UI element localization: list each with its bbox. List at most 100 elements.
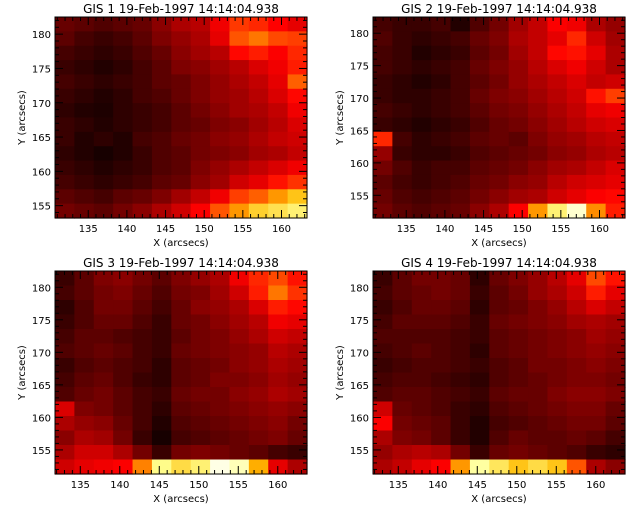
heatmap-cell bbox=[248, 430, 269, 446]
heatmap-cell bbox=[93, 285, 114, 301]
heatmap-cell bbox=[586, 103, 607, 119]
x-tick-label: 160 bbox=[268, 480, 287, 491]
heatmap-cell bbox=[411, 103, 432, 119]
y-axis-label: Y (arcsecs) bbox=[335, 345, 346, 401]
heatmap-cell bbox=[113, 358, 134, 374]
heatmap-cell bbox=[605, 416, 626, 432]
heatmap-cells bbox=[373, 271, 626, 475]
heatmap-cell bbox=[229, 74, 250, 90]
heatmap-cell bbox=[508, 189, 529, 205]
heatmap-cell bbox=[411, 45, 432, 61]
heatmap-cell bbox=[248, 103, 269, 119]
y-tick-label: 155 bbox=[350, 446, 369, 457]
heatmap-cell bbox=[450, 160, 471, 176]
y-tick-label: 165 bbox=[32, 133, 51, 144]
heatmap-cell bbox=[74, 430, 95, 446]
heatmap-cell bbox=[248, 271, 269, 287]
heatmap-cell bbox=[392, 314, 413, 330]
heatmap-cell bbox=[113, 271, 134, 287]
heatmap-cell bbox=[489, 358, 510, 374]
heatmap-cell bbox=[210, 314, 231, 330]
heatmap-cell bbox=[113, 74, 134, 90]
heatmap-cell bbox=[547, 160, 568, 176]
heatmap-cell bbox=[132, 117, 153, 133]
heatmap-cell bbox=[450, 174, 471, 190]
heatmap-cell bbox=[547, 314, 568, 330]
heatmap-cell bbox=[93, 174, 114, 190]
heatmap-cell bbox=[210, 430, 231, 446]
heatmap-cell bbox=[210, 45, 231, 61]
heatmap-cell bbox=[586, 343, 607, 359]
heatmap-cell bbox=[55, 45, 75, 61]
heatmap-cell bbox=[190, 103, 211, 119]
heatmap-cell bbox=[411, 300, 432, 316]
x-tick-label: 155 bbox=[233, 224, 252, 235]
heatmap-cell bbox=[508, 203, 529, 219]
heatmap-cell bbox=[268, 416, 289, 432]
heatmap-cell bbox=[373, 372, 393, 388]
heatmap-cell bbox=[190, 174, 211, 190]
heatmap-cell bbox=[229, 160, 250, 176]
x-axis-label: X (arcsecs) bbox=[153, 494, 209, 505]
heatmap-cell bbox=[190, 445, 211, 461]
heatmap-cell bbox=[171, 203, 192, 219]
heatmap-cell bbox=[411, 203, 432, 219]
heatmap-cell bbox=[373, 17, 393, 32]
heatmap-cell bbox=[74, 88, 95, 104]
heatmap-cell bbox=[210, 387, 231, 403]
heatmap-cell bbox=[605, 17, 626, 32]
heatmap-cell bbox=[93, 459, 114, 475]
heatmap-cell bbox=[605, 343, 626, 359]
heatmap-cell bbox=[268, 358, 289, 374]
heatmap-cell bbox=[489, 285, 510, 301]
heatmap-cell bbox=[113, 103, 134, 119]
heatmap-cell bbox=[287, 17, 308, 32]
heatmap-cell bbox=[171, 459, 192, 475]
heatmap-cell bbox=[55, 300, 75, 316]
heatmap-cell bbox=[248, 88, 269, 104]
heatmap-cell bbox=[469, 117, 490, 133]
heatmap-cell bbox=[132, 430, 153, 446]
heatmap-cell bbox=[113, 117, 134, 133]
heatmap-cell bbox=[528, 430, 549, 446]
heatmap-cell bbox=[113, 372, 134, 388]
heatmap-cell bbox=[171, 160, 192, 176]
heatmap-cell bbox=[528, 60, 549, 76]
y-tick-label: 165 bbox=[350, 126, 369, 137]
heatmap-cell bbox=[55, 416, 75, 432]
heatmap-cell bbox=[411, 88, 432, 104]
heatmap-cell bbox=[547, 189, 568, 205]
heatmap-cell bbox=[287, 146, 308, 162]
heatmap-cell bbox=[566, 459, 587, 475]
heatmap-cell bbox=[411, 174, 432, 190]
heatmap-cell bbox=[469, 300, 490, 316]
heatmap-cell bbox=[605, 387, 626, 403]
heatmap-cell bbox=[528, 285, 549, 301]
heatmap-cell bbox=[489, 146, 510, 162]
heatmap-cell bbox=[489, 329, 510, 345]
heatmap-cell bbox=[469, 17, 490, 32]
heatmap-cell bbox=[74, 285, 95, 301]
heatmap-cell bbox=[132, 285, 153, 301]
heatmap-cell bbox=[248, 45, 269, 61]
heatmap-cell bbox=[55, 31, 75, 47]
heatmap-cell bbox=[55, 358, 75, 374]
heatmap-cell bbox=[74, 445, 95, 461]
heatmap-cell bbox=[373, 459, 393, 475]
heatmap-cell bbox=[229, 459, 250, 475]
heatmap-cell bbox=[268, 314, 289, 330]
heatmap-cells bbox=[55, 17, 308, 219]
heatmap-cell bbox=[190, 88, 211, 104]
heatmap-cell bbox=[55, 74, 75, 90]
x-axis: 135 140 145 150 155 160 bbox=[56, 17, 306, 235]
heatmap-cell bbox=[93, 387, 114, 403]
heatmap-cell bbox=[605, 189, 626, 205]
heatmap-cell bbox=[268, 430, 289, 446]
heatmap-cell bbox=[431, 189, 452, 205]
heatmap-cell bbox=[55, 372, 75, 388]
heatmap-cell bbox=[392, 74, 413, 90]
x-tick-label: 155 bbox=[229, 480, 248, 491]
heatmap-cell bbox=[268, 45, 289, 61]
heatmap-cell bbox=[373, 60, 393, 76]
heatmap-cell bbox=[113, 387, 134, 403]
